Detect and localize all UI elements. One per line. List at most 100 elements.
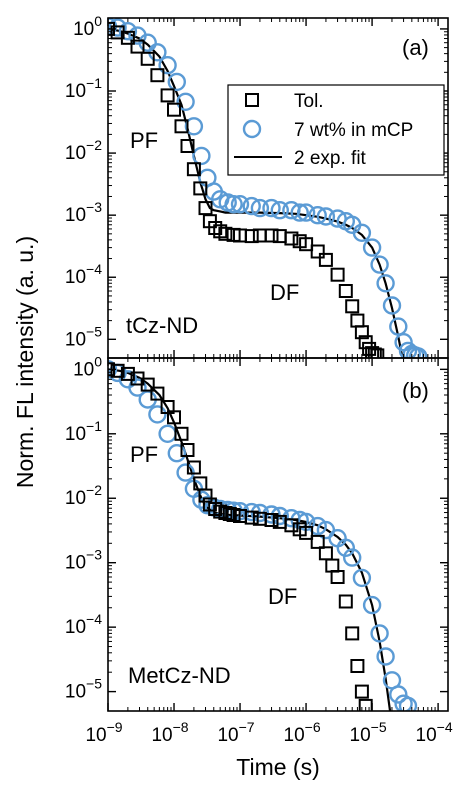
panel-b-ticks: 100 10−1 10−2 10−3 10−4 10−5 10−9 10−8 10−7 10−6 1… [65, 353, 453, 746]
tol-data-point [310, 244, 325, 259]
tol-data-point [345, 626, 360, 641]
tol-data-point [272, 229, 287, 244]
panel-b-compound-label: MetCz-ND [128, 663, 231, 688]
panel-b-mcp-layer [108, 360, 418, 711]
y-tick-label: 10−2 [65, 137, 102, 164]
tol-data-point [318, 546, 333, 561]
x-tick-label: 10−6 [284, 719, 321, 746]
y-tick-label: 10−1 [65, 75, 102, 102]
panel-b-frame [107, 357, 449, 712]
tol-data-point [130, 39, 145, 54]
tol-data-point [198, 488, 213, 503]
mcp-data-point [336, 538, 355, 557]
mcp-data-point [290, 203, 309, 222]
x-tick-label: 10−5 [350, 719, 387, 746]
legend: Tol. 7 wt% in mCP 2 exp. fit [227, 84, 445, 176]
panel-b-plot-area [108, 360, 418, 711]
mcp-data-point [118, 22, 138, 41]
tol-data-point [350, 659, 365, 673]
tol-data-point [284, 518, 299, 533]
y-tick-label: 10−5 [65, 323, 102, 350]
tol-data-point [330, 267, 345, 282]
mcp-data-point [398, 341, 418, 358]
panel-a-compound-label: tCz-ND [126, 313, 198, 338]
x-axis-label: Time (s) [236, 754, 319, 780]
mcp-data-point [270, 506, 289, 526]
mcp-data-point [389, 317, 408, 336]
panel-a-mcp-layer [108, 18, 428, 358]
panel-a-plot-area [108, 18, 428, 358]
tol-data-point [310, 534, 325, 549]
mcp-data-point [398, 696, 418, 711]
y-tick-label: 10−1 [65, 418, 102, 445]
legend-box [227, 84, 445, 176]
tol-data-point [167, 410, 181, 425]
tol-data-point [284, 231, 299, 246]
x-tick-label: 10−9 [85, 719, 122, 746]
tol-data-point [350, 313, 365, 328]
mcp-data-point [138, 33, 157, 52]
mcp-data-point [167, 72, 187, 92]
tol-data-point [244, 510, 259, 525]
mcp-data-point [250, 198, 270, 218]
mcp-data-point [370, 624, 389, 643]
y-tick-label: 10−4 [65, 611, 102, 638]
tol-data-point [140, 51, 155, 66]
tol-data-point [120, 366, 135, 381]
mcp-data-point [270, 200, 289, 220]
tol-data-point [110, 363, 125, 378]
mcp-data-point [352, 223, 372, 243]
y-tick-label: 100 [73, 353, 102, 380]
mcp-data-point [376, 274, 395, 293]
x-tick-label: 10−7 [217, 719, 254, 746]
mcp-data-point [362, 238, 382, 257]
mcp-data-point [394, 694, 413, 711]
mcp-data-point [176, 92, 195, 112]
tol-data-point [338, 594, 353, 609]
tol-data-point [167, 102, 181, 117]
mcp-data-point [316, 207, 336, 226]
tol-data-point [174, 426, 189, 441]
mcp-data-point [389, 685, 408, 704]
tol-data-point [299, 525, 314, 540]
tol-data-point [150, 386, 165, 401]
mcp-data-point [192, 146, 211, 166]
panel-a-tol-layer [108, 21, 385, 358]
mcp-data-point [262, 198, 281, 218]
mcp-data-point [128, 378, 147, 397]
legend-circle-marker [242, 119, 262, 139]
mcp-data-point [184, 117, 204, 136]
panel-a-pf-annotation: PF [130, 128, 158, 153]
tol-data-point [354, 684, 369, 699]
mcp-data-point [376, 647, 395, 666]
y-tick-label: 10−3 [65, 199, 102, 226]
y-tick-label: 10−4 [65, 261, 102, 288]
mcp-data-point [409, 347, 428, 358]
mcp-data-point [308, 205, 327, 225]
mcp-data-point [352, 568, 372, 588]
tol-data-point [252, 228, 267, 243]
tol-data-point [186, 460, 201, 475]
mcp-data-point [148, 405, 167, 424]
panel-a-label: (a) [402, 35, 429, 60]
panel-b-tol-layer [108, 362, 373, 711]
mcp-data-point [262, 505, 281, 524]
tol-data-point [318, 252, 333, 267]
y-tick-label: 10−5 [65, 676, 102, 703]
mcp-data-point [362, 595, 382, 615]
mcp-data-point [108, 18, 127, 37]
tol-data-point [150, 68, 165, 83]
tol-data-point [180, 139, 195, 153]
panel-b-df-annotation: DF [268, 584, 297, 609]
tol-data-point [299, 237, 314, 252]
legend-square-marker [245, 93, 259, 107]
tol-data-point [354, 325, 369, 340]
mcp-data-point [370, 255, 389, 274]
y-axis-label: Norm. FL intensity (a. u.) [12, 236, 38, 488]
mcp-data-point [296, 203, 316, 222]
y-tick-label: 10−2 [65, 482, 102, 509]
mcp-data-point [382, 296, 402, 315]
tol-data-point [338, 284, 353, 298]
tol-data-point [120, 30, 135, 45]
